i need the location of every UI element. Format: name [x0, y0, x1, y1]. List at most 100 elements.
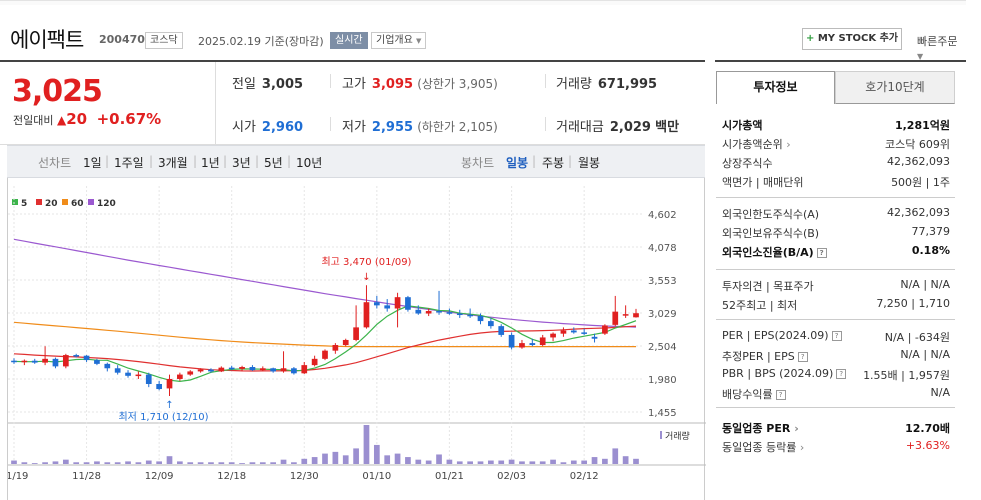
candle-body [145, 374, 152, 385]
volume-bar [239, 463, 245, 464]
help-icon[interactable]: ? [816, 248, 827, 258]
volume-bar [21, 462, 28, 464]
plus-icon: + [805, 33, 815, 44]
period-1w[interactable]: 1주일 [114, 156, 144, 170]
volume-bar [197, 462, 204, 464]
quote-sep [545, 74, 546, 88]
candle-body [156, 384, 162, 390]
candle-weekly[interactable]: 주봉 [542, 156, 565, 170]
volume-bar [342, 455, 349, 464]
period-3m[interactable]: 3개월 [158, 156, 188, 170]
x-tick-label: 12/09 [145, 471, 174, 482]
period-3y[interactable]: 3년 [232, 156, 251, 170]
info-label: 추정PER | EPS? [722, 348, 808, 364]
current-price: 3,025 [12, 74, 103, 109]
realtime-button[interactable]: 실시간 [330, 32, 368, 49]
volume-bar [166, 456, 173, 464]
help-icon[interactable]: ? [831, 331, 842, 341]
help-icon[interactable]: ? [797, 352, 808, 362]
volume-bar [135, 462, 142, 464]
candle-body [125, 372, 131, 376]
ma-legend-swatch [12, 199, 18, 205]
volume-bar [498, 460, 505, 464]
low-arrow: ↑ [165, 400, 173, 411]
high-annotation: 최고 3,470 (01/09) [321, 256, 411, 268]
volume-bar [311, 457, 318, 464]
x-tick-label: 02/12 [570, 471, 599, 482]
stock-chart[interactable]: 5 20 60 120 4,602 4,078 3,553 3,029 2,504 1,980 1,… [7, 178, 706, 500]
candle-body [280, 368, 287, 372]
info-label: PER | EPS(2024.09)? [722, 329, 842, 342]
stock-header: 에이팩트 200470 코스닥 2025.02.19 기준(장마감) 실시간 기… [0, 24, 966, 61]
candle-body [508, 334, 515, 348]
side-header-divider [715, 60, 966, 62]
chevron-down-icon: ▼ [416, 37, 422, 45]
quote-prev: 전일 3,005 [232, 77, 304, 92]
invest-info-row: 52주최고 | 최저 7,250 | 1,710 [722, 295, 950, 314]
candle-body [467, 314, 473, 317]
tab-order-book[interactable]: 호가10단계 [835, 71, 955, 104]
volume-bar [570, 460, 577, 464]
candle-body [322, 350, 328, 359]
invest-info-row: 추정PER | EPS? N/A | N/A [722, 346, 950, 365]
candle-body [270, 368, 277, 372]
info-value: 0.18% [911, 244, 950, 257]
period-5y[interactable]: 5년 [264, 156, 283, 170]
info-value: +3.63% [905, 439, 950, 452]
header-divider [0, 60, 705, 62]
period-10y[interactable]: 10년 [296, 156, 323, 170]
up-triangle-icon: ▲ [56, 113, 67, 127]
info-label: 외국인한도주식수(A) [722, 208, 820, 221]
volume-bar [363, 425, 370, 464]
candle-body [166, 378, 173, 389]
volume-bar [187, 462, 194, 464]
candle-body [560, 330, 567, 334]
candle-body [415, 309, 422, 314]
candle-body [519, 343, 525, 348]
invest-info-row: 투자의견 | 목표주가 N/A | N/A [722, 276, 950, 295]
candle-body [197, 369, 204, 372]
my-stock-add-button[interactable]: + MY STOCK 추가 [802, 28, 902, 50]
candle-body [539, 337, 546, 345]
line-chart-label[interactable]: 선차트 [38, 156, 72, 170]
volume-bar [529, 461, 536, 464]
candle-body [477, 316, 484, 322]
info-label: 외국인소진율(B/A)? [722, 244, 827, 260]
tab-invest-info[interactable]: 투자정보 [716, 71, 835, 104]
company-overview-dropdown[interactable]: 기업개요 ▼ [371, 32, 427, 49]
section-divider [716, 197, 955, 198]
change-percent: +0.67% [96, 110, 162, 128]
info-label: 동일업종 PER › [722, 422, 799, 435]
section-divider [716, 319, 955, 320]
candle-body [291, 368, 297, 374]
info-value: 1,281억원 [894, 119, 950, 132]
volume-bar [208, 462, 214, 464]
period-1y[interactable]: 1년 [201, 156, 220, 170]
info-label: 투자의견 | 목표주가 [722, 280, 814, 293]
volume-bar [62, 459, 69, 464]
volume-bar [415, 459, 422, 464]
info-label: 시가총액 [722, 119, 763, 132]
invest-info-row: PBR | BPS (2024.09)? 1.55배 | 1,957원 [722, 365, 950, 384]
candle-body [456, 313, 463, 316]
company-name: 에이팩트 [10, 28, 84, 52]
info-value: N/A | -634원 [884, 331, 950, 344]
chevron-right-icon: › [796, 441, 805, 454]
x-tick-label: 02/03 [497, 471, 526, 482]
candle-monthly[interactable]: 월봉 [578, 156, 601, 170]
volume-bar [31, 463, 38, 464]
quick-order-dropdown[interactable]: 빠른주문 ▼ [917, 33, 966, 62]
info-label: 52주최고 | 최저 [722, 299, 798, 312]
invest-info-panel: 투자정보 호가10단계 시가총액 1,281억원 시가총액순위 › 코스닥 609위 상… [716, 71, 955, 471]
period-1d[interactable]: 1일 [83, 156, 102, 170]
volume-legend-swatch [660, 431, 662, 439]
invest-info-row: 동일업종 등락률 › +3.63% [722, 437, 950, 456]
volume-bar [622, 456, 629, 464]
help-icon[interactable]: ? [775, 390, 786, 400]
candle-body [11, 360, 17, 363]
candle-body [405, 297, 411, 310]
candle-chart-label[interactable]: 봉차트 [461, 156, 495, 170]
help-icon[interactable]: ? [836, 369, 847, 379]
candle-daily[interactable]: 일봉 [506, 156, 529, 170]
volume-bar [249, 462, 256, 464]
